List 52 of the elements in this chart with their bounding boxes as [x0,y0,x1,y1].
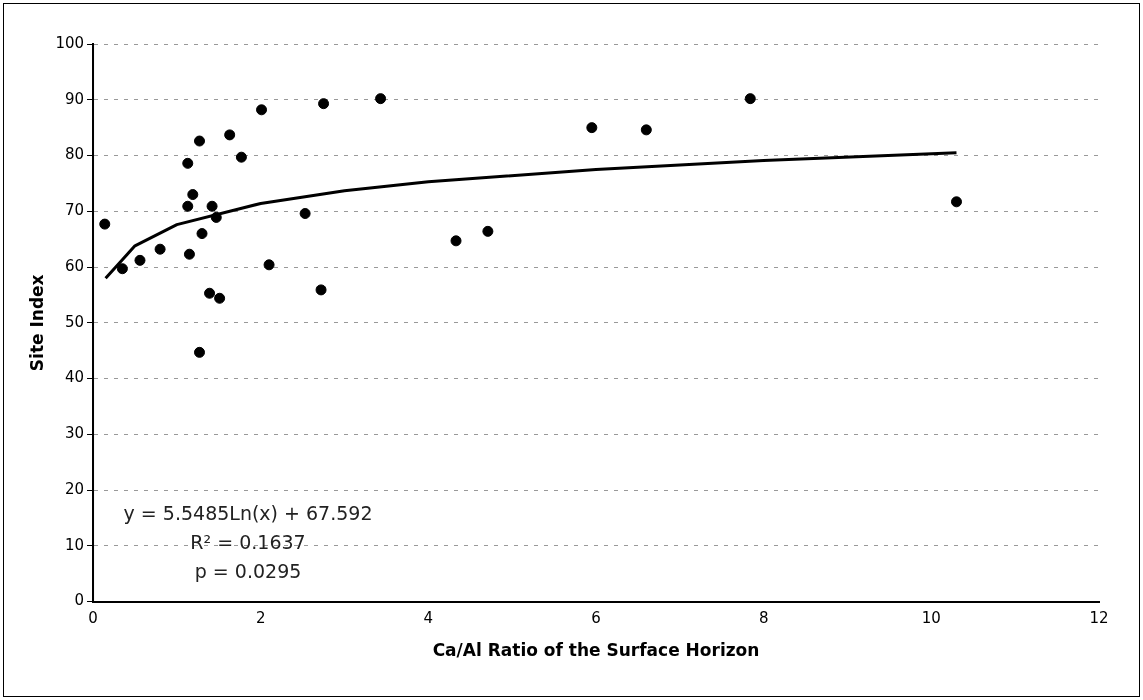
y-axis-title: Site Index [26,274,47,372]
point [183,248,195,260]
x-tick-label: 8 [758,609,769,628]
x-tick-label: 2 [255,609,266,628]
point [204,287,216,299]
point [99,218,111,230]
point [214,292,226,304]
x-tick-label: 12 [1089,609,1109,628]
point [224,129,236,141]
point [196,228,208,240]
x-tick-label: 4 [423,609,434,628]
point [375,93,387,105]
y-tick-label: 70 [64,201,85,220]
point [586,122,598,134]
annotation: R² = 0.1637 [190,530,306,553]
y-tick-label: 30 [64,424,85,443]
x-tick-label: 6 [591,609,601,628]
point [210,211,222,223]
point [187,189,199,201]
point [263,259,275,271]
x-axis-title: Ca/Al Ratio of the Surface Horizon [432,640,760,661]
point [134,254,146,266]
point [256,104,268,116]
point [154,243,166,255]
y-tick-label: 10 [64,535,85,554]
y-tick-label: 40 [64,368,85,387]
y-tick-label: 100 [55,33,85,52]
y-tick-label: 20 [64,479,85,498]
y-tick-label: 80 [64,145,85,164]
annotation: y = 5.5485Ln(x) + 67.592 [123,501,373,524]
y-tick-label: 0 [74,591,85,610]
point [950,196,962,208]
point [450,235,462,247]
point [182,157,194,169]
annotation: p = 0.0295 [194,559,302,582]
point [318,98,330,110]
y-tick-label: 90 [64,89,85,108]
point [744,93,756,105]
point [194,135,205,147]
point [482,225,494,237]
point [194,346,205,358]
x-tick-label: 0 [88,609,98,628]
y-tick-label: 60 [64,256,85,275]
point [182,200,194,212]
point [315,284,327,296]
y-tick-label: 50 [64,312,85,331]
x-tick-label: 10 [921,609,941,628]
point [116,263,128,275]
point [235,151,247,163]
point [299,208,311,220]
point [206,200,218,212]
point [640,124,652,136]
